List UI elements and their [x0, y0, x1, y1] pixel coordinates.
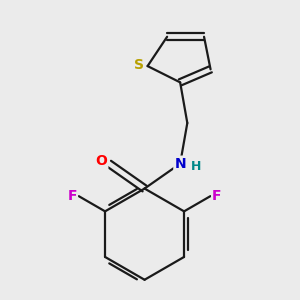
Text: O: O — [95, 154, 107, 169]
Text: F: F — [212, 189, 222, 203]
Text: H: H — [191, 160, 202, 173]
Text: N: N — [174, 157, 186, 171]
Text: S: S — [134, 58, 144, 72]
Text: F: F — [68, 189, 77, 203]
